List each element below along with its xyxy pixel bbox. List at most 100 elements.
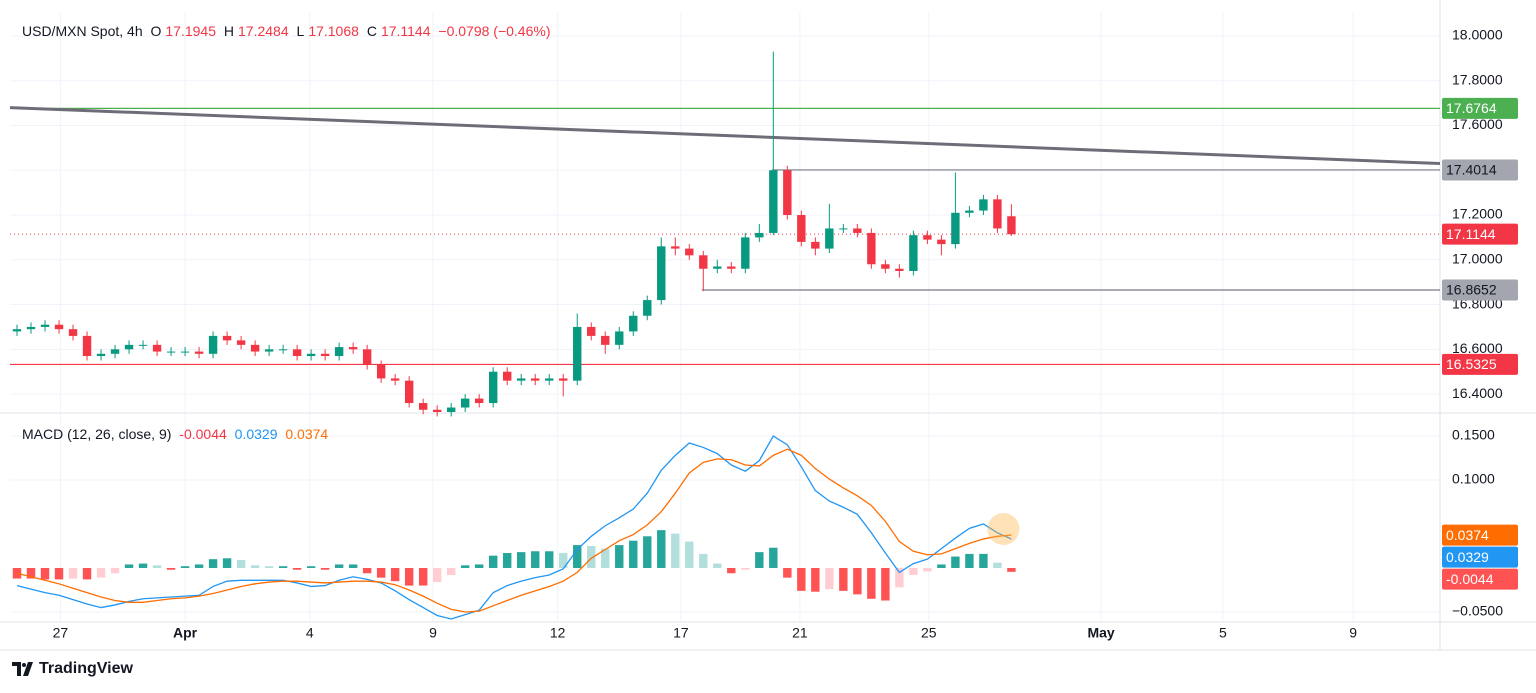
ohlc-value: 17.1068	[308, 23, 359, 39]
candle-body	[489, 371, 498, 404]
candle-body	[727, 266, 736, 269]
macd-hist-bar	[769, 547, 778, 568]
macd-hist-bar	[96, 567, 106, 578]
candle-body	[867, 232, 876, 265]
macd-hist-bar	[587, 545, 596, 568]
candle-body	[208, 335, 218, 354]
macd-axis-label: -0.0044	[1446, 571, 1494, 587]
brand: TradingView	[12, 660, 133, 678]
x-tick-label: 9	[429, 625, 437, 641]
candle-body	[418, 403, 428, 410]
candle-body	[629, 315, 638, 332]
candle-body	[278, 349, 288, 351]
macd-hist-bar	[853, 567, 862, 595]
macd-hist-bar	[643, 536, 652, 568]
macd-hist-bar	[124, 564, 134, 568]
candle-body	[1007, 216, 1016, 235]
level-label-box	[1442, 97, 1518, 119]
price-change: −0.0798 (−0.46%)	[438, 23, 551, 39]
macd-hist-bar	[1007, 567, 1016, 572]
macd-hist-bar	[965, 553, 974, 568]
candle-body	[713, 266, 722, 269]
x-tick-label: 27	[53, 625, 69, 641]
macd-hist-bar	[713, 563, 722, 568]
macd-hist-bar	[601, 548, 610, 568]
candle-body	[937, 239, 946, 245]
macd-hist-bar	[292, 567, 302, 570]
candle-body	[236, 340, 246, 345]
ohlc-key: H	[223, 23, 235, 39]
macd-hist-bar	[937, 564, 946, 568]
x-tick-label: 9	[1349, 625, 1357, 641]
brand-logo	[12, 662, 33, 676]
macd-hist-bar	[278, 566, 288, 568]
y-tick-label: −0.0500	[1452, 603, 1503, 619]
candle-body	[110, 349, 120, 354]
macd-hist-bar	[517, 552, 526, 568]
ohlc-value: 17.1144	[380, 23, 431, 39]
candle-body	[965, 210, 974, 213]
macd-legend: MACD (12, 26, close, 9) -0.0044 0.0329 0…	[22, 426, 332, 442]
candle-body	[68, 329, 78, 336]
macd-hist-bar	[180, 566, 190, 568]
macd-hist-bar	[783, 567, 792, 578]
candle-body	[517, 378, 526, 381]
candle-body	[797, 215, 806, 242]
level-label: 16.5325	[1446, 356, 1497, 372]
macd-hist-bar	[362, 567, 372, 574]
brand-name: TradingView	[39, 660, 133, 677]
x-tick-label: 4	[306, 625, 314, 641]
y-tick-label: 0.1500	[1452, 427, 1495, 443]
macd-axis-label-box	[1442, 568, 1518, 590]
x-tick-label: Apr	[173, 625, 198, 641]
ohlc-key: O	[150, 23, 162, 39]
macd-hist-bar	[671, 533, 680, 568]
candle-body	[755, 232, 764, 238]
macd-hist-bar	[194, 564, 204, 568]
x-tick-label: 21	[792, 625, 808, 641]
macd-hist-bar	[306, 566, 316, 568]
macd-hist-bar	[867, 567, 876, 599]
candle-body	[839, 228, 848, 230]
macd-hist-bar	[979, 553, 988, 568]
candle-body	[138, 344, 148, 346]
y-tick-label: 17.6000	[1452, 116, 1503, 132]
x-tick-label: 12	[550, 625, 566, 641]
macd-hist-bar	[559, 553, 568, 568]
macd-hist-bar	[951, 556, 960, 568]
x-tick-label: 5	[1219, 625, 1227, 641]
macd-hist-bar	[12, 567, 22, 579]
candle-body	[685, 248, 694, 256]
trendline	[9, 106, 1441, 166]
candle-body	[643, 300, 652, 316]
macd-hist-bar	[797, 567, 806, 591]
level-label-box	[1442, 159, 1518, 181]
level-label-box	[1442, 353, 1518, 375]
macd-hist-bar	[657, 530, 666, 568]
candle-body	[222, 335, 232, 341]
candle-body	[769, 170, 778, 233]
candle-body	[12, 329, 22, 332]
level-label: 16.8652	[1446, 282, 1497, 298]
candle-body	[26, 326, 36, 330]
candle-body	[671, 246, 680, 249]
y-tick-label: 17.0000	[1452, 250, 1503, 266]
macd-hist-bar	[909, 567, 918, 576]
candle-body	[306, 353, 316, 357]
candle-body	[292, 349, 302, 357]
candle-body	[180, 351, 190, 353]
candle-body	[503, 371, 512, 381]
macd-hist-bar	[474, 564, 484, 568]
macd-hist-bar	[923, 567, 932, 572]
candle-body	[152, 344, 162, 352]
candle-body	[404, 380, 414, 404]
candle-body	[559, 378, 568, 381]
candle-body	[460, 398, 470, 408]
candle-body	[194, 351, 204, 354]
macd-hist-bar	[390, 567, 400, 582]
ohlc-key: C	[366, 23, 377, 39]
macd-axis-label: 0.0374	[1446, 527, 1489, 543]
macd-hist-bar	[727, 567, 736, 574]
macd-axis-label-box	[1442, 546, 1518, 568]
